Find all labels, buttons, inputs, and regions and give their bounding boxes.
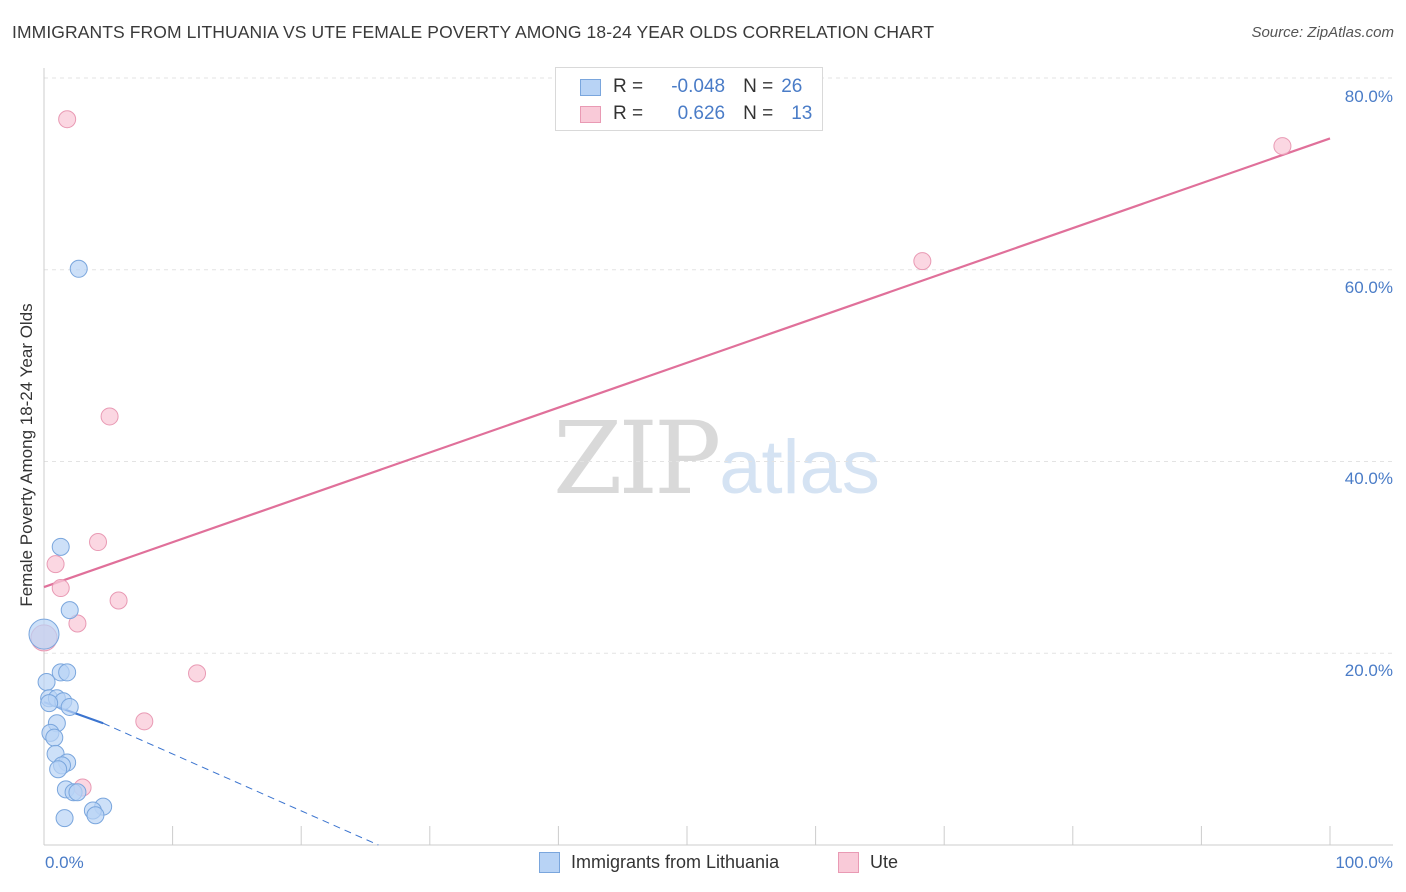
r-label: R =	[613, 103, 644, 124]
lithuania-trend-extension	[102, 722, 379, 846]
n-value: 13	[791, 103, 813, 124]
lithuania-point	[60, 601, 79, 620]
n-label: N =	[743, 76, 774, 97]
lithuania-point	[55, 809, 74, 828]
chart-title: IMMIGRANTS FROM LITHUANIA VS UTE FEMALE …	[12, 22, 935, 42]
ute-point	[51, 579, 70, 598]
lithuania-point	[58, 663, 77, 682]
lithuania-point	[49, 760, 68, 779]
stats-legend: R = -0.048 N = 26 R = 0.626 N = 13	[555, 67, 823, 131]
lithuania-point	[69, 259, 88, 278]
lithuania-point	[37, 673, 56, 692]
ute-point	[46, 555, 65, 574]
ute-swatch	[580, 105, 601, 123]
lithuania-swatch	[580, 78, 601, 96]
y-tick-label-60: 60.0%	[1344, 278, 1393, 297]
y-tick-label-80: 80.0%	[1344, 87, 1393, 106]
watermark-atlas: atlas	[719, 425, 880, 510]
watermark-zip: ZIP	[553, 400, 721, 517]
series-legend: Immigrants from Lithuania Ute	[0, 852, 1406, 876]
ute-legend-swatch	[838, 852, 859, 873]
n-label: N =	[743, 103, 774, 124]
ute-point	[89, 533, 108, 552]
legend-item-lithuania[interactable]: Immigrants from Lithuania	[539, 852, 779, 873]
stats-row-ute: R = 0.626 N = 13	[580, 102, 812, 126]
y-tick-label-20: 20.0%	[1344, 661, 1393, 680]
lithuania-point	[45, 728, 64, 747]
ute-point	[109, 591, 128, 610]
lithuania-point	[86, 806, 105, 825]
ute-point	[58, 110, 77, 129]
lithuania-point	[28, 618, 60, 650]
ute-point	[135, 712, 154, 731]
ute-point	[1273, 137, 1292, 156]
ute-point	[913, 252, 932, 271]
y-tick-label-40: 40.0%	[1344, 469, 1393, 488]
x-tick-label-min: 0.0%	[45, 853, 84, 872]
ute-point	[68, 614, 87, 633]
stats-row-lithuania: R = -0.048 N = 26	[580, 75, 802, 99]
source-label: Source: ZipAtlas.com	[1251, 24, 1394, 41]
r-value: 0.626	[677, 103, 726, 124]
r-label: R =	[613, 76, 644, 97]
ute-point	[100, 407, 119, 426]
lithuania-legend-swatch	[539, 852, 560, 873]
r-value: -0.048	[671, 76, 726, 97]
n-value: 26	[781, 76, 803, 97]
lithuania-point	[68, 783, 87, 802]
lithuania-point	[51, 537, 70, 556]
ute-point	[188, 664, 207, 683]
lithuania-point	[60, 697, 79, 716]
ute-trend-line	[43, 137, 1331, 589]
legend-label-lithuania: Immigrants from Lithuania	[571, 852, 780, 872]
x-tick-label-max: 100.0%	[1335, 853, 1393, 872]
legend-item-ute[interactable]: Ute	[838, 852, 898, 873]
lithuania-point	[40, 694, 59, 713]
watermark: ZIPatlas	[553, 400, 880, 517]
legend-label-ute: Ute	[870, 852, 899, 872]
